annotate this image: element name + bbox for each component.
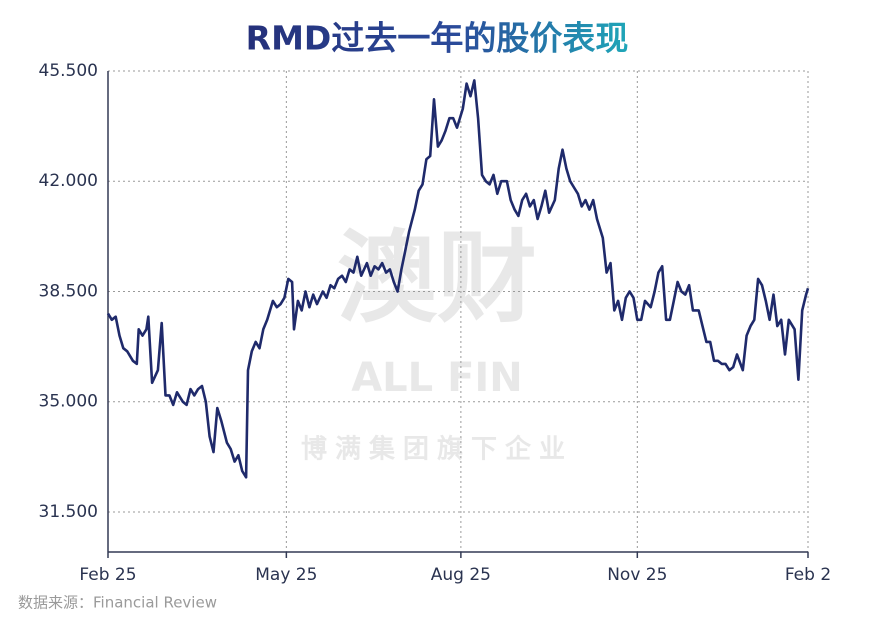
watermark-logo: 澳财: [337, 219, 537, 336]
watermark: 澳财 ALL FIN 博满集团旗下企业: [301, 219, 573, 465]
y-tick-label: 42.000: [39, 171, 98, 191]
x-tick-label: Nov 25: [607, 565, 667, 585]
y-tick-label: 38.500: [39, 281, 98, 301]
y-tick-label: 35.000: [39, 392, 98, 412]
y-tick-label: 45.500: [39, 61, 98, 81]
price-line: [106, 79, 810, 479]
watermark-caption: 博满集团旗下企业: [301, 434, 573, 465]
x-tick-label: Aug 25: [431, 565, 491, 585]
source-note: 数据来源：Financial Review: [18, 594, 217, 612]
x-tick-label: Feb 25: [79, 565, 136, 585]
x-tick-label: Feb 2: [785, 565, 831, 585]
chart-title: RMD过去一年的股价表现: [246, 19, 629, 58]
x-tick-label: May 25: [255, 565, 317, 585]
y-tick-label: 31.500: [39, 502, 98, 522]
watermark-brand: ALL FIN: [351, 355, 523, 401]
